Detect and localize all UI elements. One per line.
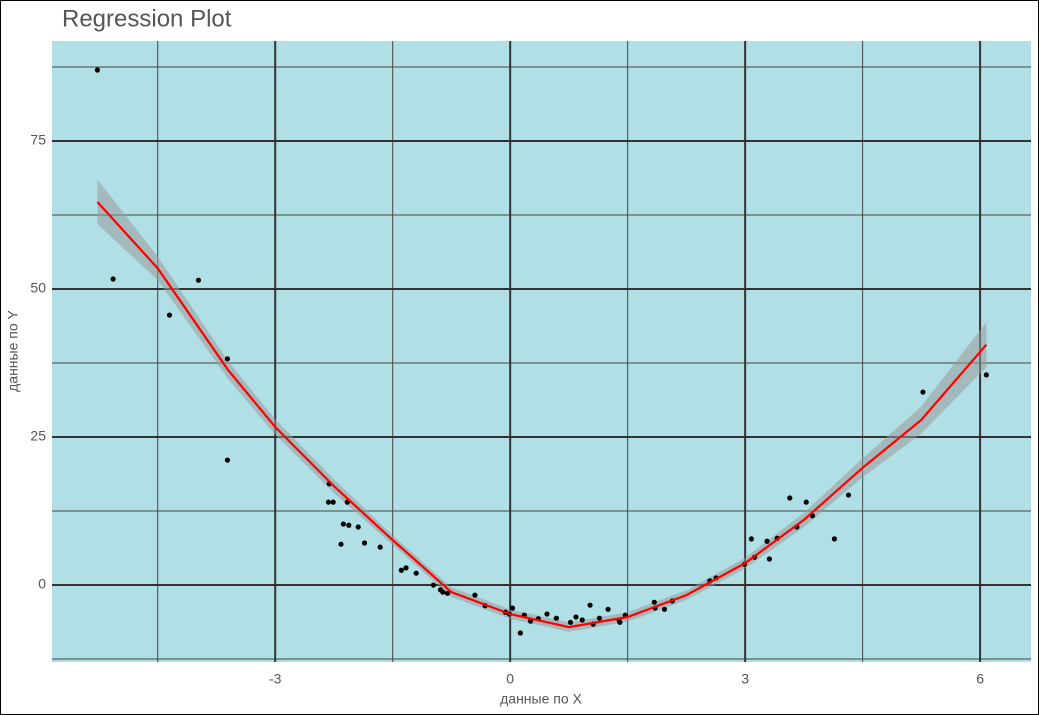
- point: [340, 521, 346, 527]
- point: [567, 619, 574, 625]
- point: [544, 611, 550, 617]
- point: [787, 495, 793, 501]
- point: [517, 630, 523, 636]
- point: [325, 499, 332, 505]
- point: [224, 356, 231, 362]
- point: [661, 606, 668, 612]
- panel: [52, 41, 1031, 662]
- point: [509, 605, 516, 611]
- x-tick-label: 6: [976, 671, 984, 687]
- point: [355, 524, 361, 530]
- point: [330, 499, 336, 505]
- point: [403, 565, 409, 571]
- point: [579, 617, 585, 623]
- x-tick-label: -3: [269, 671, 282, 687]
- point: [94, 67, 101, 73]
- point: [338, 541, 344, 547]
- chart-title: Regression Plot: [62, 5, 232, 32]
- point: [831, 536, 838, 542]
- point: [764, 538, 770, 544]
- point: [440, 589, 446, 595]
- x-axis-title: данные по X: [500, 691, 582, 707]
- y-tick-label: 25: [30, 428, 46, 444]
- point: [430, 582, 437, 588]
- point: [413, 570, 419, 576]
- point: [573, 614, 579, 620]
- fit-line: [96, 201, 988, 629]
- point: [553, 615, 559, 621]
- point: [444, 590, 451, 596]
- point: [983, 372, 989, 378]
- point: [361, 540, 368, 546]
- y-tick-label: 50: [30, 280, 46, 296]
- point: [166, 312, 173, 318]
- point: [596, 615, 603, 621]
- point: [195, 277, 202, 283]
- point: [605, 606, 611, 612]
- point: [651, 599, 657, 605]
- point: [377, 544, 383, 550]
- y-tick-label: 0: [38, 576, 46, 592]
- y-tick-label: 75: [30, 132, 46, 148]
- point: [110, 276, 116, 282]
- point: [803, 499, 809, 505]
- point: [748, 536, 754, 542]
- x-tick-label: 3: [741, 671, 749, 687]
- point: [845, 492, 852, 498]
- point: [346, 522, 352, 528]
- point: [617, 619, 623, 625]
- x-tick-label: 0: [506, 671, 514, 687]
- point: [398, 567, 404, 573]
- point: [224, 457, 231, 463]
- point: [920, 389, 926, 395]
- point: [472, 592, 478, 598]
- y-axis-title: данные по Y: [5, 309, 21, 391]
- point: [766, 556, 773, 562]
- point: [587, 602, 593, 608]
